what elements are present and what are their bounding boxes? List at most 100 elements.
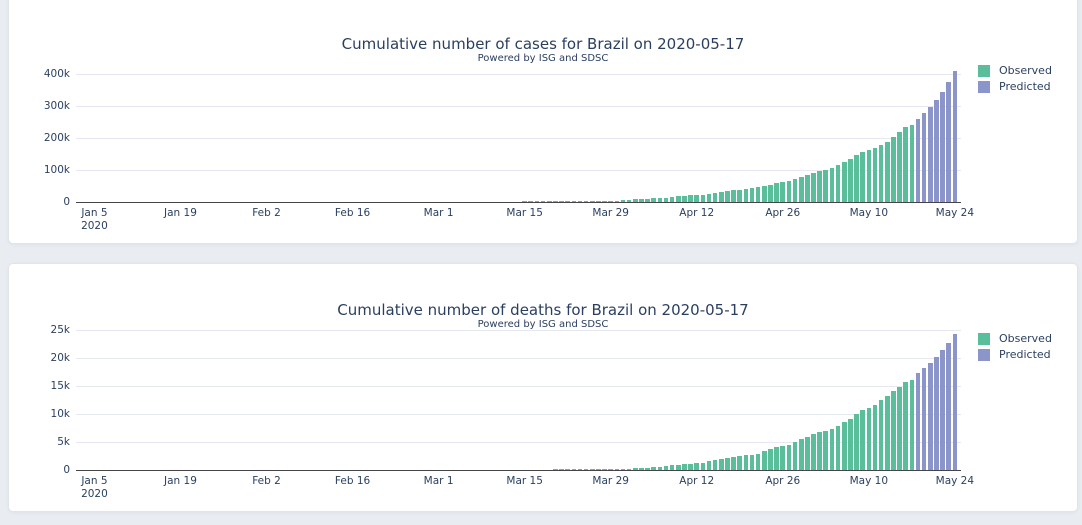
- bar-predicted: [934, 100, 939, 202]
- bar-observed: [829, 167, 835, 202]
- gridline: [76, 441, 961, 443]
- x-tick-label: Feb 16: [334, 475, 371, 487]
- bar-predicted: [927, 106, 933, 202]
- bar-observed: [682, 195, 687, 202]
- bar-observed: [706, 193, 712, 202]
- bar-observed: [596, 200, 601, 202]
- bar-observed: [608, 200, 613, 202]
- bar-observed: [780, 182, 786, 202]
- bar-observed: [719, 192, 724, 202]
- gridline: [76, 385, 961, 387]
- x-tick-label: May 24: [935, 475, 975, 487]
- bar-observed: [602, 469, 607, 470]
- bar-observed: [645, 198, 650, 202]
- bar-predicted: [940, 350, 945, 470]
- cases-legend: Observed Predicted: [978, 64, 1052, 93]
- bar-observed: [596, 469, 601, 470]
- bar-observed: [663, 466, 669, 470]
- bar-observed: [675, 464, 681, 470]
- bar-observed: [669, 196, 675, 202]
- gridline: [76, 138, 961, 139]
- bar-observed: [559, 469, 564, 470]
- bar-observed: [768, 185, 773, 202]
- x-tick-label: Mar 15: [506, 207, 543, 219]
- bar-observed: [608, 469, 613, 470]
- bar-observed: [823, 169, 829, 202]
- x-tick-label: Mar 1: [423, 207, 454, 219]
- x-tick-label: Apr 26: [765, 207, 801, 219]
- bar-observed: [528, 201, 534, 202]
- bar-observed: [829, 428, 835, 470]
- bar-observed: [743, 188, 749, 202]
- bar-observed: [553, 201, 558, 202]
- deaths-plot-area[interactable]: 0 5k 10k 15k 20k 25k Jan 5 2020 Jan 19 Feb 2 Feb 1…: [9, 264, 1077, 511]
- bar-observed: [583, 201, 589, 202]
- bar-predicted: [940, 92, 945, 202]
- bar-observed: [688, 195, 693, 202]
- bar-observed: [817, 432, 822, 470]
- bar-observed: [884, 141, 890, 202]
- y-tick-label: 25k: [50, 323, 70, 336]
- legend-item-observed[interactable]: Observed: [978, 332, 1052, 345]
- y-tick-label: 5k: [57, 435, 70, 448]
- bar-observed: [805, 174, 810, 202]
- bar-predicted: [934, 356, 939, 470]
- bar-observed: [571, 469, 577, 470]
- bar-observed: [602, 200, 607, 202]
- bar-observed: [860, 152, 865, 202]
- bar-observed: [737, 189, 743, 202]
- bar-observed: [909, 379, 915, 470]
- bar-observed: [583, 469, 589, 470]
- legend-label-observed: Observed: [999, 64, 1052, 77]
- bar-predicted: [946, 82, 951, 202]
- cases-plot-area[interactable]: 0 100k 200k 300k 400k Jan 5 2020 Jan 19 Feb 2 Feb…: [9, 0, 1077, 243]
- bar-observed: [792, 441, 798, 470]
- bar-observed: [553, 469, 558, 470]
- bar-predicted: [927, 362, 933, 470]
- y-tick-label: 10k: [50, 407, 70, 420]
- y-tick-label: 0: [63, 196, 70, 208]
- bar-observed: [891, 137, 896, 202]
- y-tick-label: 15k: [50, 379, 70, 392]
- bar-observed: [669, 465, 675, 470]
- legend-item-observed[interactable]: Observed: [978, 64, 1052, 77]
- bar-observed: [841, 161, 847, 202]
- observed-swatch-icon: [978, 64, 990, 77]
- bar-observed: [620, 468, 626, 470]
- x-axis-line: [76, 470, 961, 471]
- bar-observed: [903, 127, 908, 202]
- bar-observed: [725, 457, 730, 470]
- bar-observed: [872, 405, 878, 470]
- x-tick-label: Feb 16: [334, 207, 371, 219]
- legend-label-predicted: Predicted: [999, 80, 1051, 93]
- bar-observed: [577, 201, 583, 202]
- cases-chart-subtitle: Powered by ISG and SDSC: [477, 53, 609, 64]
- bar-observed: [835, 165, 841, 202]
- bar-observed: [841, 422, 847, 470]
- bar-observed: [866, 149, 872, 202]
- x-tick-label: Apr 12: [679, 475, 715, 487]
- bar-observed: [719, 459, 724, 470]
- bar-observed: [854, 155, 859, 202]
- deaths-chart-subtitle: Powered by ISG and SDSC: [477, 319, 609, 330]
- legend-item-predicted[interactable]: Predicted: [978, 348, 1052, 361]
- gridline: [76, 74, 961, 75]
- bar-observed: [762, 451, 767, 470]
- predicted-swatch-icon: [978, 348, 990, 361]
- bar-observed: [731, 190, 736, 202]
- bar-observed: [848, 158, 853, 202]
- x-tick-label: Mar 29: [592, 207, 629, 219]
- legend-item-predicted[interactable]: Predicted: [978, 80, 1052, 93]
- bar-observed: [786, 444, 792, 470]
- bar-observed: [675, 196, 681, 202]
- bar-observed: [614, 469, 620, 470]
- bar-observed: [817, 171, 822, 202]
- gridline: [76, 329, 961, 331]
- gridline: [76, 357, 961, 359]
- bar-observed: [565, 469, 570, 470]
- bar-observed: [798, 439, 804, 470]
- x-tick-label: May 10: [849, 207, 889, 219]
- x-tick-label: Feb 2: [252, 475, 281, 487]
- cases-chart-title: Cumulative number of cases for Brazil on…: [341, 35, 745, 53]
